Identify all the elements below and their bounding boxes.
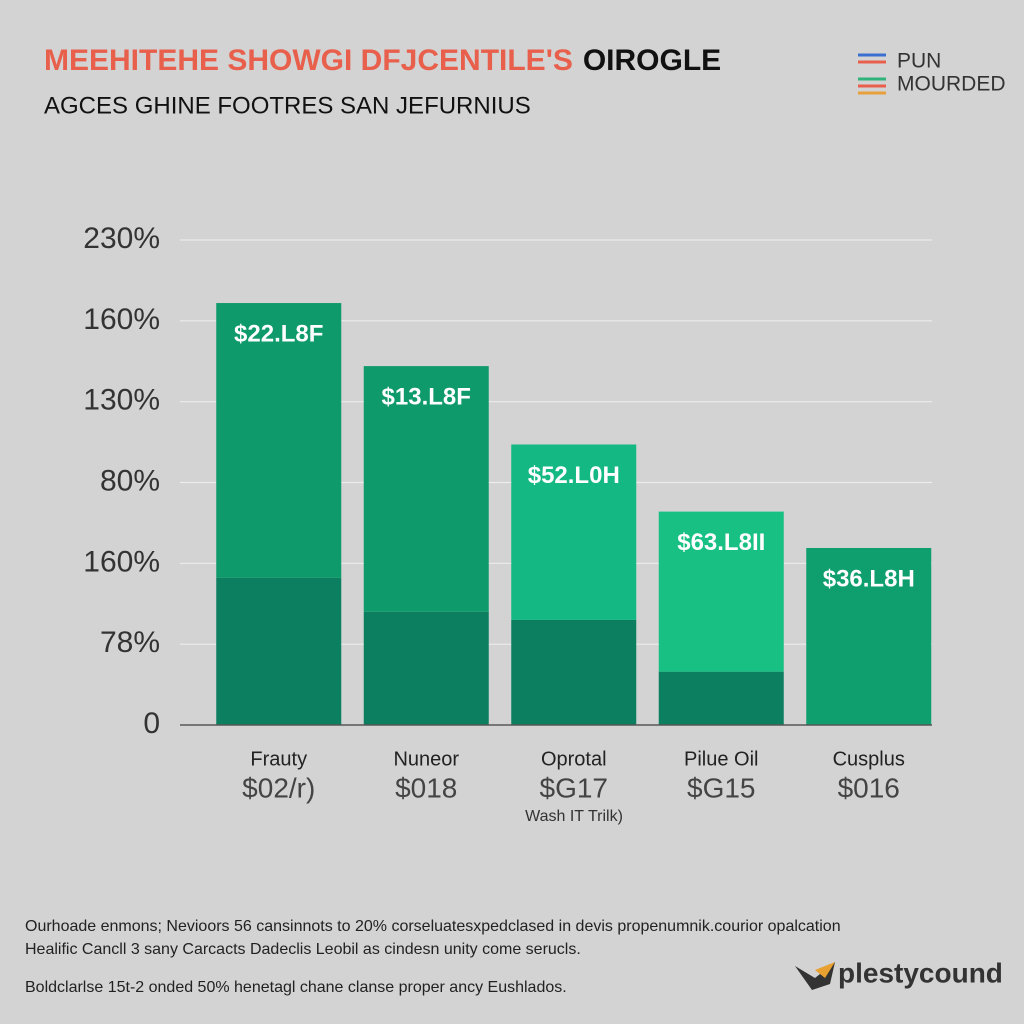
x-sublabel: $G17 <box>540 772 609 803</box>
x-tick-label: Cusplus <box>833 748 905 770</box>
x-tick-label: Nuneor <box>393 748 459 770</box>
bar-segment <box>216 577 342 725</box>
x-tick-label: Frauty <box>250 748 307 770</box>
y-tick-label: 130% <box>83 384 160 417</box>
x-sublabel: $016 <box>838 772 900 803</box>
x-sublabel: $018 <box>395 772 457 803</box>
footer-line: Boldclarlse 15t-2 onded 50% henetagl cha… <box>25 979 567 996</box>
logo-text: plestycound <box>838 957 1003 988</box>
legend-label: MOURDED <box>897 73 1006 96</box>
x-sublabel: $G15 <box>687 772 756 803</box>
y-tick-label: 160% <box>83 303 160 336</box>
value-label: $13.L8F <box>382 383 471 410</box>
legend-label: PUN <box>897 50 941 73</box>
x-sublabel: $02/r) <box>242 772 315 803</box>
value-label: $22.L8F <box>234 320 323 347</box>
x-tick-label: Pilue Oil <box>684 748 758 770</box>
y-tick-label: 230% <box>83 222 160 255</box>
chart-title: MEEHITEHE SHOWGI DFJCENTILE'S OIROGLE <box>44 44 721 77</box>
subtitle: AGCES GHINE FOOTRES SAN JEFURNIUS <box>44 92 531 119</box>
value-label: $36.L8H <box>823 565 915 592</box>
bar-segment <box>806 547 932 725</box>
bar-segment <box>216 303 342 578</box>
legend: PUN MOURDED <box>858 50 1006 96</box>
annotation: Wash IT Trilk) <box>525 808 623 825</box>
bar-segment <box>363 611 489 725</box>
bar-segment <box>511 619 637 725</box>
footer-line: Healific Cancll 3 sany Carcacts Dadeclis… <box>25 941 581 958</box>
y-tick-label: 80% <box>100 464 160 497</box>
y-tick-label: 0 <box>143 707 160 740</box>
logo: plestycound <box>795 957 1003 990</box>
y-tick-label: 160% <box>83 545 160 578</box>
title-part: OIROGLE <box>583 44 721 77</box>
title-part: MEEHITEHE SHOWGI DFJCENTILE'S <box>44 44 573 77</box>
value-label: $63.L8II <box>677 529 765 556</box>
y-tick-label: 78% <box>100 626 160 659</box>
bar-segment <box>658 671 784 725</box>
footer-line: Ourhoade enmons; Nevioors 56 cansinnots … <box>25 918 841 935</box>
logo-icon <box>815 962 835 978</box>
bar-segment <box>363 366 489 612</box>
x-tick-label: Oprotal <box>541 748 607 770</box>
logo-icon <box>795 962 835 990</box>
bar-segment <box>511 444 637 620</box>
value-label: $52.L0H <box>528 462 620 489</box>
bar-segment <box>658 511 784 672</box>
